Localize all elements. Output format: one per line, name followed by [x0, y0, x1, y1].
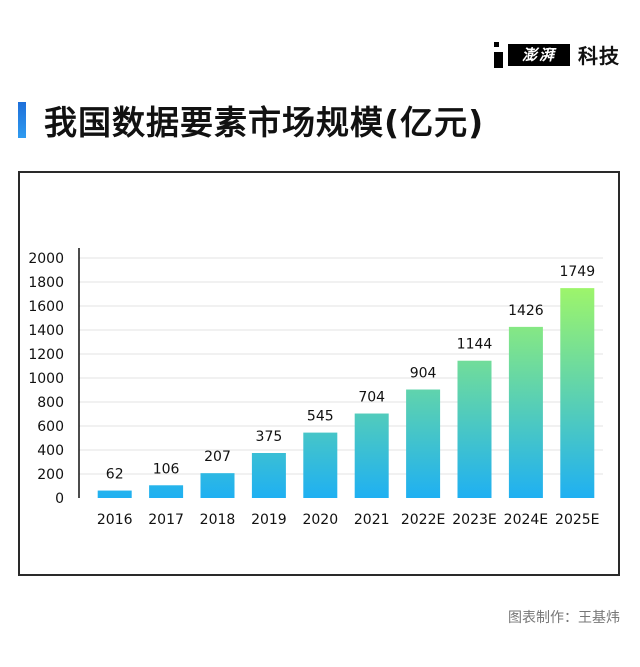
logo-text: 科技 [578, 44, 620, 68]
bar-chart: 0 200 400 600 800 1000 1200 1400 1600 1800 2000 62 2… [28, 248, 603, 528]
title-accent-bar [18, 102, 26, 138]
data-label: 545 [307, 409, 334, 425]
x-tick-label: 2024E [504, 512, 548, 528]
y-tick-label: 400 [37, 443, 64, 459]
data-label: 904 [410, 366, 437, 382]
y-tick-label: 1000 [28, 371, 64, 387]
y-tick-label: 1200 [28, 347, 64, 363]
x-tick-label: 2019 [251, 512, 287, 528]
y-tick-label: 1600 [28, 299, 64, 315]
bar [251, 453, 286, 498]
data-label: 1426 [508, 303, 544, 319]
data-label: 375 [256, 429, 283, 445]
y-tick-label: 2000 [28, 251, 64, 267]
y-tick-label: 600 [37, 419, 64, 435]
y-tick-label: 1400 [28, 323, 64, 339]
data-label: 207 [204, 449, 231, 465]
bar [97, 490, 132, 498]
bar [303, 432, 338, 498]
data-label: 62 [106, 467, 124, 483]
logo-mark: 澎湃 [494, 41, 574, 68]
data-label: 1749 [559, 264, 595, 280]
y-tick-label: 200 [37, 467, 64, 483]
x-tick-label: 2023E [452, 512, 496, 528]
bar [406, 389, 441, 498]
chart-credit: 图表制作：王基炜 [508, 610, 620, 626]
chart-panel: 0 200 400 600 800 1000 1200 1400 1600 1800 2000 62 2… [18, 171, 620, 576]
y-tick-label: 1800 [28, 275, 64, 291]
data-label: 1144 [457, 337, 493, 353]
logo-box: 澎湃 [508, 43, 570, 66]
y-tick-label: 800 [37, 395, 64, 411]
x-tick-label: 2016 [97, 512, 133, 528]
title-block: 我国数据要素市场规模(亿元) [18, 96, 484, 144]
bar [457, 360, 492, 498]
bar [560, 288, 595, 498]
bar [508, 326, 543, 498]
chart-title: 我国数据要素市场规模(亿元) [44, 103, 485, 142]
x-tick-label: 2017 [148, 512, 184, 528]
brand-logo: 澎湃 科技 [494, 40, 620, 69]
x-tick-label: 2021 [354, 512, 390, 528]
data-label: 106 [153, 461, 180, 477]
x-tick-label: 2018 [200, 512, 236, 528]
bar [200, 473, 235, 498]
bar [149, 485, 184, 498]
bar [354, 413, 389, 498]
x-tick-label: 2025E [555, 512, 599, 528]
y-tick-label: 0 [55, 491, 64, 507]
data-label: 704 [358, 390, 385, 406]
x-tick-label: 2022E [401, 512, 445, 528]
x-tick-label: 2020 [302, 512, 338, 528]
